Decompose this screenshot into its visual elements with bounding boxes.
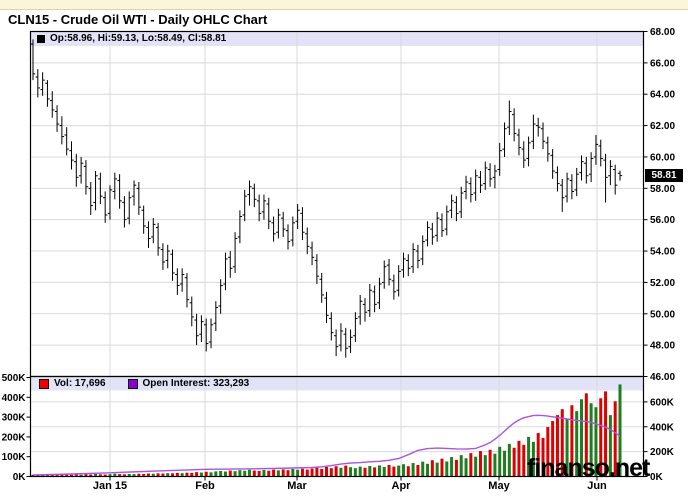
price-axis-label: 50.00 xyxy=(650,309,675,320)
ohlc-bars xyxy=(30,39,623,358)
chart-title: CLN15 - Crude Oil WTI - Daily OHLC Chart xyxy=(8,12,268,27)
price-axis-label: 64.00 xyxy=(650,90,675,101)
ohlc-legend-marker-icon xyxy=(37,34,45,43)
x-axis-month-label: Jun xyxy=(587,480,607,492)
watermark: finanso.net xyxy=(527,454,650,482)
volume-left-axis-label: 400K xyxy=(2,393,27,404)
price-axis-label: 66.00 xyxy=(650,58,675,69)
axes: 68.00 66.00 64.00 62.00 60.00 58.00 56.00 54.00… xyxy=(2,27,676,492)
last-price-badge: 58.81 xyxy=(645,169,683,182)
open-interest-swatch-icon xyxy=(127,378,138,389)
gridlines xyxy=(31,32,643,476)
ohlc-legend-strip xyxy=(31,32,643,46)
price-axis-label: 56.00 xyxy=(650,215,675,226)
price-axis-label: 60.00 xyxy=(650,152,675,163)
open-interest-line xyxy=(32,414,621,476)
volume-right-axis-label: 600K xyxy=(650,397,675,408)
volume-right-axis-label: 200K xyxy=(650,447,675,458)
x-axis-month-label: May xyxy=(488,480,510,492)
volume-swatch-icon xyxy=(39,378,49,389)
volume-left-axis-label: 0K xyxy=(13,472,27,483)
open-interest-legend-item: Open Interest: 323,293 xyxy=(127,378,250,389)
price-panel xyxy=(30,31,644,377)
x-axis-month-label: Jan 15 xyxy=(93,480,127,492)
ohlc-legend-text: Op:58.96, Hi:59.13, Lo:58.49, Cl:58.81 xyxy=(50,33,227,44)
volume-legend-text: Vol: 17,696 xyxy=(54,378,106,389)
volume-right-axis-label: 400K xyxy=(650,422,675,433)
x-axis-month-label: Feb xyxy=(195,480,215,492)
price-axis-label: 46.00 xyxy=(650,372,675,383)
volume-left-axis-label: 500K xyxy=(2,373,27,384)
volume-bars xyxy=(31,384,622,476)
price-axis-label: 52.00 xyxy=(650,278,675,289)
price-axis-label: 54.00 xyxy=(650,247,675,258)
volume-legend-item: Vol: 17,696 xyxy=(39,378,106,389)
price-axis-label: 58.00 xyxy=(650,184,675,195)
volume-legend: Vol: 17,696 Open Interest: 323,293 xyxy=(39,378,249,389)
price-axis-label: 48.00 xyxy=(650,341,675,352)
top-banner-strip xyxy=(0,0,688,10)
x-axis-month-label: Mar xyxy=(287,480,307,492)
volume-right-axis-label: 0K xyxy=(650,472,664,483)
volume-left-axis-label: 300K xyxy=(2,413,27,424)
price-axis-label: 68.00 xyxy=(650,27,675,38)
volume-legend-strip xyxy=(31,377,643,391)
open-interest-legend-text: Open Interest: 323,293 xyxy=(142,378,250,389)
ohlc-legend: Op:58.96, Hi:59.13, Lo:58.49, Cl:58.81 xyxy=(37,33,226,44)
x-axis-month-label: Apr xyxy=(392,480,412,492)
price-axis-label: 62.00 xyxy=(650,121,675,132)
volume-left-axis-label: 200K xyxy=(2,432,27,443)
volume-left-axis-label: 100K xyxy=(2,452,27,463)
